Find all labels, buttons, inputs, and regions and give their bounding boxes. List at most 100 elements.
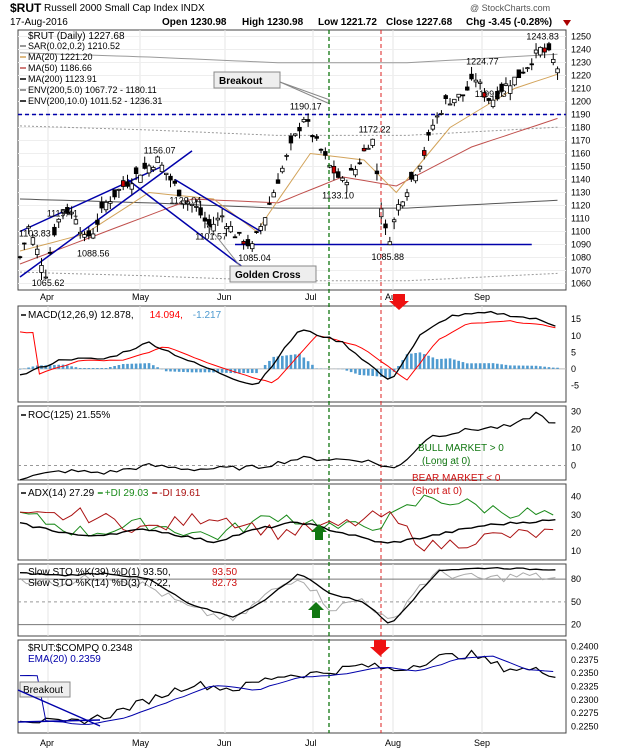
macd-histogram-bar: [285, 355, 288, 369]
price-axis-tick: 1180: [571, 123, 590, 133]
macd-histogram-bar: [233, 368, 237, 374]
macd-histogram-bar: [556, 367, 559, 369]
macd-line: [19, 310, 556, 386]
macd-histogram-bar: [100, 368, 104, 369]
index-name: Russell 2000 Small Cap Index INDX: [44, 3, 205, 14]
macd-histogram-bar: [276, 356, 280, 369]
macd-histogram-bar: [397, 366, 400, 369]
candle-body: [112, 189, 117, 198]
candle-body: [262, 217, 268, 226]
ratio-axis-tick: 0.2325: [571, 682, 599, 692]
candle-body: [116, 188, 122, 191]
macd-histogram-bar: [18, 368, 22, 370]
price-annotation: 1129.04: [169, 196, 201, 206]
legend-entry-5: ENV(200,10.0) 1011.52 - 1236.31: [28, 96, 162, 106]
candle-body: [258, 226, 264, 231]
candle-body: [426, 132, 431, 136]
candle-body: [473, 79, 479, 83]
macd-histogram-bar: [263, 364, 267, 369]
candle-body: [237, 231, 242, 234]
legend-entry-3: MA(200) 1123.91: [28, 74, 97, 84]
macd-histogram-bar: [61, 364, 65, 369]
macd-histogram-bar: [117, 365, 121, 369]
macd-histogram-bar: [358, 368, 362, 375]
ma20-line: [19, 73, 558, 252]
candle-body: [331, 165, 337, 174]
candle-body: [215, 217, 221, 221]
macd-histogram-bar: [431, 357, 435, 369]
candle-body: [318, 148, 324, 151]
macd-histogram-bar: [543, 366, 546, 369]
candle-body: [22, 242, 27, 245]
red-down-arrow-icon: [370, 640, 390, 656]
candle-body: [370, 138, 375, 146]
candle-body: [121, 180, 126, 187]
macd-histogram-bar: [422, 354, 426, 369]
month-label-may: May: [132, 292, 150, 302]
candle-body: [194, 206, 199, 208]
macd-histogram-bar: [371, 368, 374, 376]
down-triangle-icon: [563, 20, 571, 26]
candle-body: [125, 181, 130, 187]
macd-histogram-bar: [483, 363, 486, 369]
price-annotation: 1088.56: [77, 248, 110, 258]
candle-body: [155, 156, 160, 164]
macd-histogram-bar: [113, 366, 116, 369]
macd-histogram-bar: [173, 368, 177, 372]
adx-axis-tick: 30: [571, 510, 581, 520]
macd-histogram-bar: [35, 365, 39, 369]
macd-histogram-bar: [164, 368, 168, 372]
macd-histogram-bar: [375, 368, 379, 377]
macd-histogram-bar: [27, 367, 30, 369]
sto-axis-tick: 50: [571, 597, 581, 607]
price-axis-tick: 1090: [571, 240, 591, 250]
price-annotation: 1156.07: [144, 146, 176, 156]
golden-cross-pointer: [204, 221, 241, 267]
ratio-line: [19, 649, 556, 725]
macd-histogram-bar: [281, 355, 284, 369]
macd-histogram-bar: [190, 368, 194, 373]
bull-sub-annotation: (Long at 0): [422, 456, 470, 467]
macd-histogram-bar: [530, 365, 534, 369]
candle-body: [133, 167, 139, 175]
macd-label: MACD(12,26,9) 12.878,: [28, 310, 134, 321]
candle-body: [542, 47, 547, 53]
price-annotation: 1133.10: [322, 190, 354, 200]
month-label-jul: Jul: [305, 292, 317, 302]
macd-histogram-bar: [104, 368, 108, 369]
macd-histogram-bar: [87, 368, 91, 369]
macd-histogram-bar: [96, 368, 99, 369]
price-axis-tick: 1150: [571, 162, 590, 172]
macd-histogram-bar: [195, 368, 198, 373]
candle-body: [146, 165, 152, 174]
candle-body: [465, 86, 470, 91]
candle-body: [99, 201, 104, 209]
macd-histogram-bar: [83, 368, 86, 369]
candle-body: [30, 237, 36, 245]
candle-body: [391, 219, 397, 223]
candle-body: [245, 239, 251, 247]
candle-body: [164, 172, 169, 175]
price-annotation: 1190.17: [290, 101, 322, 111]
macd-histogram-bar: [109, 367, 112, 369]
macd-histogram-bar: [526, 365, 529, 369]
macd-histogram-bar: [478, 363, 482, 369]
macd-histogram-bar: [242, 368, 245, 374]
macd-histogram-bar: [474, 363, 478, 369]
ratio-axis-tick: 0.2400: [571, 641, 599, 651]
macd-histogram-bar: [225, 368, 228, 373]
candle-body: [151, 167, 156, 171]
macd-histogram-bar: [491, 363, 495, 369]
macd-axis-tick: 5: [571, 347, 576, 357]
ohlc-value-1: High 1230.98: [242, 17, 304, 28]
macd-histogram-bar: [139, 363, 142, 369]
candle-body: [138, 174, 143, 183]
macd-histogram-bar: [311, 364, 314, 369]
macd-histogram-bar: [367, 368, 370, 376]
ratio-axis-tick: 0.2275: [571, 708, 599, 718]
macd-histogram-bar: [435, 359, 439, 369]
macd-panel-frame: [17, 305, 567, 403]
price-axis-tick: 1170: [571, 136, 590, 146]
candle-body: [26, 226, 31, 229]
